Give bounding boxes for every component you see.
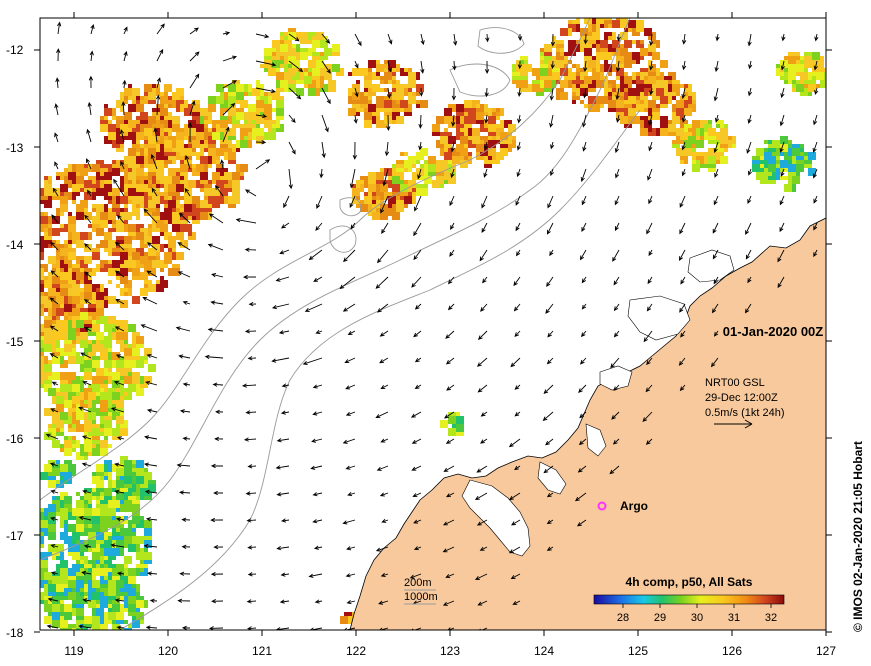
argo-float-marker (597, 501, 607, 511)
current-info-line1: NRT00 GSL (705, 377, 765, 389)
current-vectors (45, 21, 819, 630)
y-tick-label: -17 (6, 529, 24, 543)
x-tick-label: 120 (158, 644, 178, 658)
map-plot-area (40, 18, 826, 630)
colorbar-tick: 28 (617, 612, 629, 624)
land-mass (349, 217, 826, 630)
x-tick-label: 119 (64, 644, 83, 658)
map-frame (39, 17, 827, 631)
argo-label: Argo (620, 499, 648, 513)
bathy-label-1000: 1000m (404, 591, 438, 603)
x-tick-label: 121 (252, 644, 272, 658)
x-tick-label: 124 (534, 644, 554, 658)
colorbar-title: 4h comp, p50, All Sats (626, 575, 753, 589)
y-tick-label: -18 (6, 626, 24, 640)
bathymetry-legend: 200m 1000m (404, 577, 438, 605)
colorbar-tick: 32 (765, 612, 777, 624)
current-info-line2: 29-Dec 12:00Z (705, 392, 778, 404)
x-tick-label: 122 (346, 644, 366, 658)
current-info-line3: 0.5m/s (1kt 24h) (705, 407, 784, 419)
sst-colorbar: 4h comp, p50, All Sats 28 29 30 31 32 (593, 575, 785, 624)
sst-patches (40, 18, 826, 630)
y-axis-labels: -12 -13 -14 -15 -16 -17 -18 (6, 43, 24, 640)
axis-ticks (34, 12, 832, 636)
imos-credit: © IMOS 02-Jan-2020 21:05 Hobart (851, 441, 865, 632)
y-tick-label: -12 (6, 43, 24, 57)
y-tick-label: -14 (6, 238, 24, 252)
bathymetry-contours (40, 18, 641, 630)
bathy-label-200: 200m (404, 577, 432, 589)
x-tick-label: 123 (440, 644, 460, 658)
x-tick-label: 127 (816, 644, 836, 658)
x-tick-label: 126 (722, 644, 742, 658)
x-axis-labels: 119 120 121 122 123 124 125 126 127 (64, 644, 836, 658)
y-tick-label: -13 (6, 141, 24, 155)
x-tick-label: 125 (628, 644, 648, 658)
y-tick-label: -16 (6, 432, 24, 446)
colorbar-tick: 30 (691, 612, 703, 624)
map-date-title: 01-Jan-2020 00Z (723, 324, 824, 339)
current-info: NRT00 GSL 29-Dec 12:00Z 0.5m/s (1kt 24h) (705, 377, 784, 419)
colorbar-gradient (593, 594, 785, 605)
colorbar-tick: 29 (654, 612, 666, 624)
y-tick-label: -15 (6, 335, 24, 349)
colorbar-tick: 31 (728, 612, 740, 624)
scale-arrow-icon (714, 419, 753, 429)
